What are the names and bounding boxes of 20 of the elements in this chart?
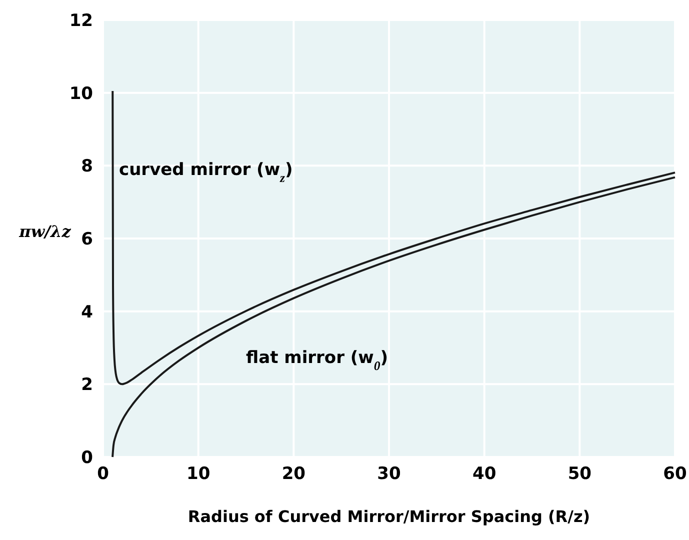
x-tick-label: 30 xyxy=(377,464,401,484)
y-tick-label: 6 xyxy=(81,230,93,250)
x-axis-title: Radius of Curved Mirror/Mirror Spacing (R/z) xyxy=(188,507,590,526)
x-tick-label: 40 xyxy=(472,464,496,484)
y-tick-label: 12 xyxy=(69,11,93,31)
y-tick-label: 8 xyxy=(81,156,93,177)
y-tick-label: 10 xyxy=(69,84,94,104)
annotation: curved mirror (w$_{z}$) xyxy=(119,160,293,185)
x-tick-label: 10 xyxy=(186,464,210,484)
line-series xyxy=(112,90,676,386)
line-series xyxy=(112,176,676,458)
x-tick-label: 20 xyxy=(282,464,306,484)
y-axis-title: πw/λz xyxy=(18,222,72,242)
x-tick-label: 60 xyxy=(663,464,687,484)
annotation: flat mirror (w$_{0}$) xyxy=(246,348,388,373)
y-tick-label: 4 xyxy=(81,302,94,322)
y-tick-label: 0 xyxy=(81,448,94,468)
x-tick-label: 0 xyxy=(97,464,110,484)
x-tick-label: 50 xyxy=(568,464,592,484)
y-tick-label: 2 xyxy=(81,375,93,396)
